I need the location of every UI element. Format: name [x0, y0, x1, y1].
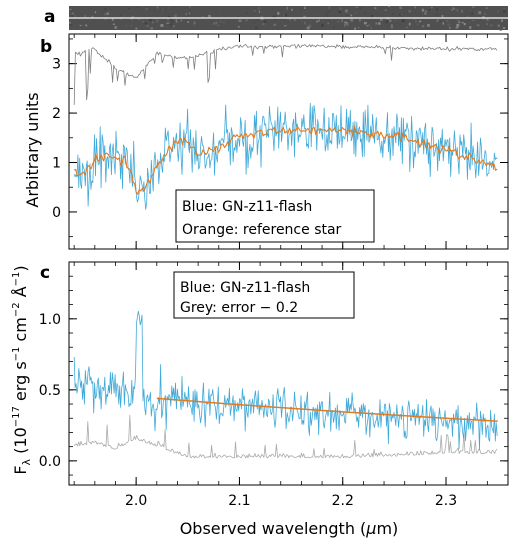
- panel-c-ylabel: Fλ (10−17 erg s−1 cm−2 Å−1): [11, 265, 33, 474]
- panel-b-frame: [68, 33, 509, 250]
- panel-a-image: [69, 6, 508, 31]
- panel-b-legend-2: Orange: reference star: [182, 222, 342, 238]
- panel-a-letter: a: [44, 7, 55, 27]
- c-xtick-label: 2.3: [435, 493, 457, 509]
- panel-b-letter: b: [40, 37, 52, 57]
- telluric-line: [73, 44, 498, 105]
- panel-b-ylabel: Arbitrary units: [23, 92, 42, 207]
- panel-b-legend-1: Blue: GN-z11-flash: [182, 199, 312, 215]
- panel-b-plot: 0 1 2 3 Blue: GN-z11-flash Orange: referenc…: [52, 33, 509, 250]
- c-xtick-label: 2.0: [125, 493, 147, 509]
- model-fit-line: [156, 397, 498, 422]
- reference-star-line: [73, 125, 498, 195]
- c-ytick-label: 1.0: [39, 312, 61, 328]
- b-ytick-label: 0: [52, 205, 61, 221]
- b-ytick-label: 1: [52, 156, 61, 172]
- error-line: [73, 414, 498, 459]
- c-xtick-label: 2.1: [228, 493, 250, 509]
- panel-c-legend: Blue: GN-z11-flash Grey: error − 0.2: [173, 271, 355, 319]
- panel-c-plot: 2.0 2.1 2.2 2.3 0.0 0.5 1.0 Blue: GN-z11-flash…: [39, 261, 509, 509]
- c-xtick-label: 2.2: [332, 493, 354, 509]
- c-ytick-label: 0.0: [39, 454, 61, 470]
- panel-c-letter: c: [40, 263, 50, 283]
- panel-c-legend-1: Blue: GN-z11-flash: [180, 280, 310, 296]
- panel-c-legend-2: Grey: error − 0.2: [180, 300, 298, 316]
- b-ytick-label: 3: [52, 57, 61, 73]
- panel-b-legend: Blue: GN-z11-flash Orange: reference sta…: [175, 189, 375, 243]
- panel-c-xlabel: Observed wavelength (μm): [180, 519, 399, 538]
- b-ytick-label: 2: [52, 106, 61, 122]
- c-ytick-label: 0.5: [39, 383, 61, 399]
- gn-z11-flash-line-c: [73, 310, 498, 451]
- panel-c-frame: [68, 261, 509, 486]
- gn-z11-flash-line: [73, 102, 498, 210]
